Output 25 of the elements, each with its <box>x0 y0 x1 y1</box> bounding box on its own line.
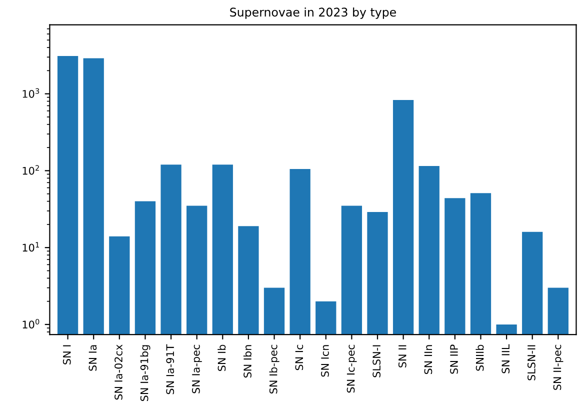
x-tick-label: SN IIL <box>502 344 510 374</box>
x-tick-label: SN Ib <box>218 344 226 371</box>
chart-title: Supernovae in 2023 by type <box>230 7 396 19</box>
x-tick-label: SN Ia-91T <box>166 344 174 394</box>
x-tick-label: SN Icn <box>321 345 329 377</box>
x-tick-label: SN IIP <box>450 344 458 374</box>
x-tick-label: SN II <box>398 345 406 368</box>
x-tick-label: SN Ia-02cx <box>114 344 122 400</box>
x-tick-label: SN Ic-pec <box>346 344 357 393</box>
x-tick-label: SN Ia <box>88 345 97 371</box>
y-tick-label: 10$^{3}$ <box>22 88 40 98</box>
y-tick-label: 10$^{2}$ <box>22 165 39 175</box>
x-tick-label: SN I <box>62 345 71 364</box>
x-tick-label: SN Ia-pec <box>192 344 202 394</box>
x-tick-label: SN II-pec <box>553 344 564 390</box>
x-tick-label: SN IIn <box>424 345 432 374</box>
x-tick-label: SLSN-I <box>372 345 381 378</box>
x-tick-label: SLSN-II <box>527 345 536 380</box>
x-tick-label: SN Ibn <box>243 345 252 378</box>
x-tick-label: SN Ib-pec <box>269 344 280 394</box>
y-tick-label: 10$^{0}$ <box>22 318 40 328</box>
x-tick-label: SNIIb <box>476 344 484 371</box>
y-tick-label: 10$^{1}$ <box>22 242 39 252</box>
x-tick-label: SN Ic <box>295 344 304 370</box>
x-tick-label: SN Ia-91bg <box>140 345 150 401</box>
